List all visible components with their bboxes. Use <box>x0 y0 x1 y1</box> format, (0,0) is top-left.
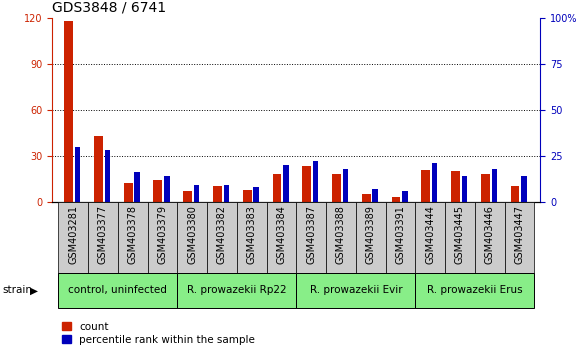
Text: GSM403380: GSM403380 <box>187 205 197 264</box>
Text: GSM403446: GSM403446 <box>485 205 495 264</box>
Bar <box>148 202 177 273</box>
Bar <box>332 174 341 202</box>
Bar <box>386 202 415 273</box>
Legend: count, percentile rank within the sample: count, percentile rank within the sample <box>58 317 259 349</box>
Bar <box>58 273 177 308</box>
Text: GSM403389: GSM403389 <box>365 205 376 264</box>
Text: R. prowazekii Rp22: R. prowazekii Rp22 <box>187 285 286 295</box>
Bar <box>296 273 415 308</box>
Text: GSM403387: GSM403387 <box>306 205 316 264</box>
Bar <box>505 202 535 273</box>
Bar <box>94 136 103 202</box>
Bar <box>415 273 535 308</box>
Bar <box>267 202 296 273</box>
Bar <box>118 202 148 273</box>
Bar <box>207 202 237 273</box>
Bar <box>134 172 140 202</box>
Bar <box>105 150 110 202</box>
Bar <box>451 171 460 202</box>
Text: GSM403445: GSM403445 <box>455 205 465 264</box>
Text: strain: strain <box>3 285 33 295</box>
Bar <box>362 194 371 202</box>
Bar <box>356 202 386 273</box>
Bar <box>237 202 267 273</box>
Text: GSM403281: GSM403281 <box>68 205 78 264</box>
Bar <box>445 202 475 273</box>
Bar <box>64 21 73 202</box>
Bar <box>58 202 88 273</box>
Bar <box>88 202 118 273</box>
Text: GSM403447: GSM403447 <box>515 205 525 264</box>
Bar <box>326 202 356 273</box>
Bar <box>283 165 289 202</box>
Bar <box>75 147 80 202</box>
Bar <box>183 191 192 202</box>
Bar <box>124 183 132 202</box>
Bar <box>213 187 222 202</box>
Bar <box>343 169 348 202</box>
Text: GSM403391: GSM403391 <box>396 205 406 264</box>
Bar <box>462 176 467 202</box>
Bar <box>177 202 207 273</box>
Bar <box>272 174 281 202</box>
Bar <box>402 191 408 202</box>
Text: control, uninfected: control, uninfected <box>69 285 167 295</box>
Text: GSM403383: GSM403383 <box>247 205 257 264</box>
Text: GSM403377: GSM403377 <box>98 205 108 264</box>
Bar <box>177 273 296 308</box>
Bar <box>153 180 163 202</box>
Text: GSM403388: GSM403388 <box>336 205 346 264</box>
Bar <box>432 163 437 202</box>
Bar <box>475 202 505 273</box>
Bar <box>481 174 490 202</box>
Text: GSM403444: GSM403444 <box>425 205 435 264</box>
Bar <box>372 189 378 202</box>
Bar <box>392 197 400 202</box>
Bar <box>296 202 326 273</box>
Text: ▶: ▶ <box>30 285 38 295</box>
Bar <box>511 187 519 202</box>
Bar <box>415 202 445 273</box>
Bar <box>302 166 311 202</box>
Bar <box>164 176 170 202</box>
Text: R. prowazekii Evir: R. prowazekii Evir <box>310 285 402 295</box>
Bar <box>224 185 229 202</box>
Bar <box>492 169 497 202</box>
Bar <box>421 170 430 202</box>
Text: GSM403378: GSM403378 <box>128 205 138 264</box>
Text: GSM403382: GSM403382 <box>217 205 227 264</box>
Text: GDS3848 / 6741: GDS3848 / 6741 <box>52 0 166 14</box>
Bar <box>313 161 318 202</box>
Bar <box>253 187 259 202</box>
Text: GSM403379: GSM403379 <box>157 205 167 264</box>
Bar <box>194 185 199 202</box>
Text: R. prowazekii Erus: R. prowazekii Erus <box>427 285 523 295</box>
Bar <box>521 176 526 202</box>
Bar <box>243 189 252 202</box>
Text: GSM403384: GSM403384 <box>277 205 286 264</box>
